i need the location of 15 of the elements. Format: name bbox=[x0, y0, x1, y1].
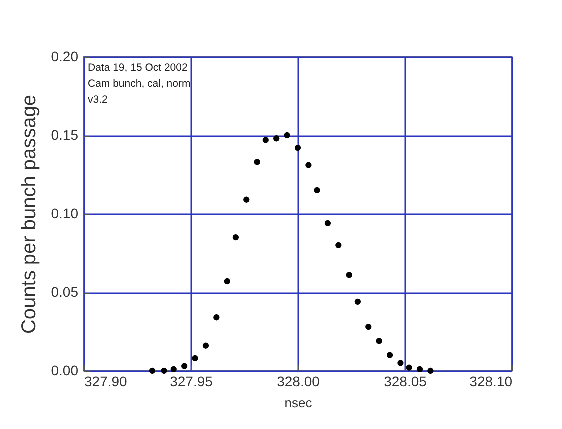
annotation: Cam bunch, cal, norm bbox=[88, 78, 191, 90]
annotation: v3.2 bbox=[88, 94, 108, 106]
x-tick-label: 328.10 bbox=[470, 374, 513, 390]
y-tick-label: 0.20 bbox=[51, 48, 79, 64]
y-tick-label: 0.00 bbox=[51, 362, 79, 378]
x-tick-label: 327.90 bbox=[84, 374, 128, 390]
y-tick-label: 0.10 bbox=[51, 206, 79, 222]
y-tick-label: 0.05 bbox=[51, 284, 79, 300]
x-tick-label: 328.05 bbox=[384, 374, 428, 390]
x-tick-label: 327.95 bbox=[170, 374, 214, 390]
y-tick-label: 0.15 bbox=[51, 127, 79, 143]
y-axis-title: Counts per bunch passage bbox=[18, 94, 40, 334]
x-axis-title: nsec bbox=[284, 396, 313, 410]
annotation: Data 19, 15 Oct 2002 bbox=[88, 62, 188, 74]
x-tick-label: 328.00 bbox=[277, 374, 320, 390]
